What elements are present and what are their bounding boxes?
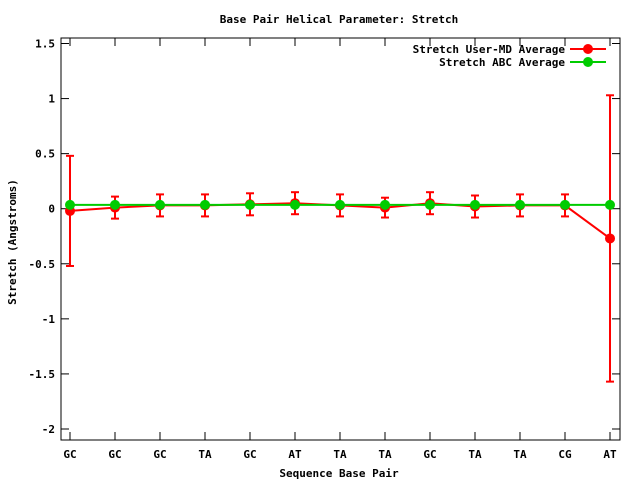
series-1-point-9 bbox=[470, 199, 480, 210]
series-1-point-3 bbox=[200, 199, 210, 210]
series-1-point-1 bbox=[110, 199, 120, 210]
chart-title: Base Pair Helical Parameter: Stretch bbox=[220, 13, 458, 26]
x-tick-label-1: GC bbox=[108, 448, 121, 461]
x-tick-label-4: GC bbox=[243, 448, 256, 461]
x-tick-label-5: AT bbox=[288, 448, 302, 461]
x-axis-label: Sequence Base Pair bbox=[279, 467, 399, 480]
series-1-point-0 bbox=[65, 199, 75, 210]
series-1 bbox=[65, 199, 615, 210]
series-1-point-12 bbox=[605, 199, 615, 210]
series-1-point-8 bbox=[425, 199, 435, 210]
x-tick-label-8: GC bbox=[423, 448, 436, 461]
series-0 bbox=[65, 94, 615, 383]
legend-label-1: Stretch ABC Average bbox=[439, 56, 565, 69]
x-tick-label-11: CG bbox=[558, 448, 572, 461]
y-tick-label-5: -1 bbox=[42, 313, 56, 326]
y-tick-label-6: -1.5 bbox=[29, 368, 56, 381]
y-tick-label-3: 0 bbox=[48, 203, 55, 216]
legend-label-0: Stretch User-MD Average bbox=[413, 43, 566, 56]
series-1-point-11 bbox=[560, 199, 570, 210]
legend-swatch-marker-1 bbox=[583, 57, 593, 67]
plot-frame bbox=[60, 37, 621, 441]
y-tick-label-2: 0.5 bbox=[35, 148, 55, 161]
series-1-point-6 bbox=[335, 199, 345, 210]
y-tick-label-1: 1 bbox=[48, 93, 55, 106]
series-layer bbox=[65, 94, 615, 383]
series-1-point-4 bbox=[245, 199, 255, 210]
legend-swatch-marker-0 bbox=[583, 44, 593, 54]
y-tick-label-4: -0.5 bbox=[29, 258, 56, 271]
x-tick-label-12: AT bbox=[603, 448, 617, 461]
y-axis-label: Stretch (Angstroms) bbox=[6, 179, 19, 305]
y-tick-label-7: -2 bbox=[42, 423, 55, 436]
x-tick-label-7: TA bbox=[378, 448, 392, 461]
x-tick-label-6: TA bbox=[333, 448, 347, 461]
x-tick-label-9: TA bbox=[468, 448, 482, 461]
series-1-point-5 bbox=[290, 199, 300, 210]
y-tick-label-0: 1.5 bbox=[35, 38, 55, 51]
y-axis-ticks: 1.5 1 0.5 0 -0.5 -1 -1.5 -2 bbox=[29, 38, 620, 436]
series-1-point-2 bbox=[155, 199, 165, 210]
x-tick-label-3: TA bbox=[198, 448, 212, 461]
series-0-point-12 bbox=[605, 233, 615, 244]
x-axis-ticks: GC GC GC TA GC AT TA TA GC TA TA CG AT bbox=[63, 38, 617, 461]
series-1-point-10 bbox=[515, 199, 525, 210]
x-tick-label-0: GC bbox=[63, 448, 76, 461]
series-1-point-7 bbox=[380, 199, 390, 210]
x-tick-label-2: GC bbox=[153, 448, 166, 461]
x-tick-label-10: TA bbox=[513, 448, 527, 461]
